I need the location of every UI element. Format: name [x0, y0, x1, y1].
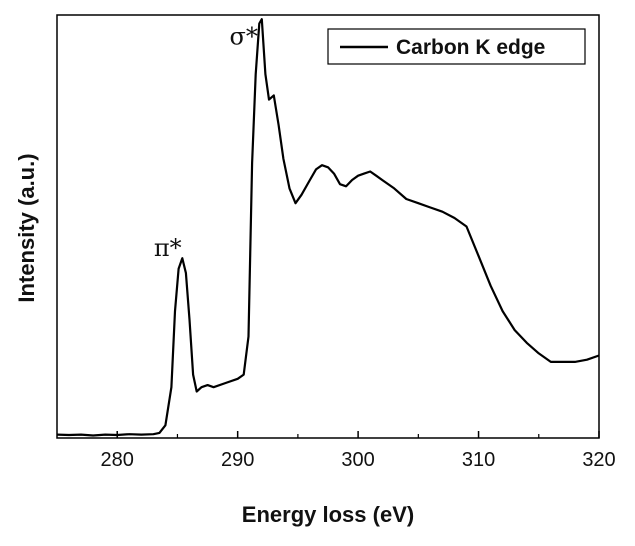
x-tick-label: 320: [582, 449, 615, 471]
x-tick-label: 280: [101, 449, 134, 471]
series-group: [56, 18, 600, 437]
legend: Carbon K edge: [327, 28, 586, 65]
x-axis-ticks: 280 290 300 310 320: [101, 431, 616, 471]
sigma-star-annotation: σ*: [229, 23, 257, 51]
pi-star-annotation: π*: [154, 234, 182, 262]
x-tick-label: 310: [462, 449, 495, 471]
annotations: π* σ*: [154, 23, 258, 262]
x-tick-label: 300: [341, 449, 374, 471]
y-axis-title: Intensity (a.u.): [14, 153, 39, 302]
x-tick-label: 290: [221, 449, 254, 471]
legend-label: Carbon K edge: [396, 36, 545, 59]
x-axis-title: Energy loss (eV): [242, 502, 414, 527]
plot-frame: [56, 14, 600, 439]
series-line-carbon-k-edge: [56, 18, 600, 437]
